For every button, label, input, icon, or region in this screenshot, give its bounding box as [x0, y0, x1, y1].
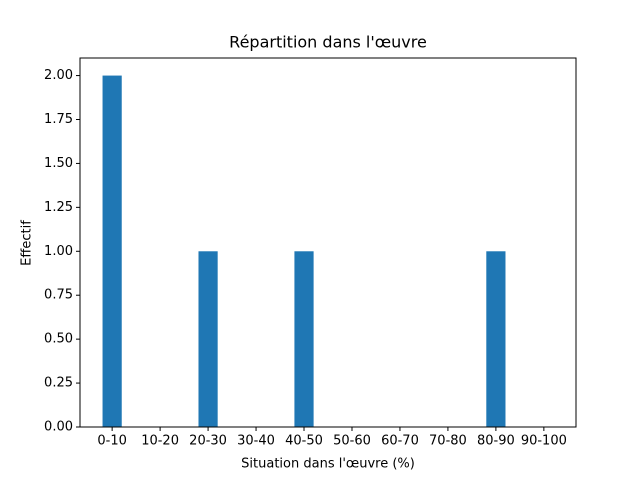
plot-frame: [79, 57, 577, 428]
y-tick-label: 0.00: [44, 420, 73, 435]
y-tick-label: 2.00: [44, 68, 73, 83]
y-tick-label: 1.00: [44, 244, 73, 259]
x-tick-label: 60-70: [381, 434, 419, 449]
x-tick-label: 80-90: [477, 434, 515, 449]
x-tick-label: 10-20: [141, 434, 179, 449]
x-tick-label: 20-30: [189, 434, 227, 449]
y-tick-label: 1.25: [44, 200, 73, 215]
y-axis-label: Effectif: [20, 220, 35, 266]
bar: [198, 251, 218, 427]
chart-title: Répartition dans l'œuvre: [229, 33, 427, 52]
x-tick-label: 70-80: [429, 434, 467, 449]
bar: [102, 75, 122, 428]
y-tick-label: 1.75: [44, 112, 73, 127]
y-tick-label: 0.75: [44, 288, 73, 303]
x-axis-label: Situation dans l'œuvre (%): [241, 457, 415, 472]
bar: [486, 251, 506, 427]
x-tick-label: 30-40: [237, 434, 275, 449]
y-tick-label: 1.50: [44, 156, 73, 171]
x-tick-label: 90-100: [521, 434, 567, 449]
y-tick-label: 0.50: [44, 332, 73, 347]
bar: [294, 251, 314, 427]
x-tick-label: 50-60: [333, 434, 371, 449]
y-tick-label: 0.25: [44, 376, 73, 391]
x-tick-label: 0-10: [97, 434, 127, 449]
x-tick-label: 40-50: [285, 434, 323, 449]
